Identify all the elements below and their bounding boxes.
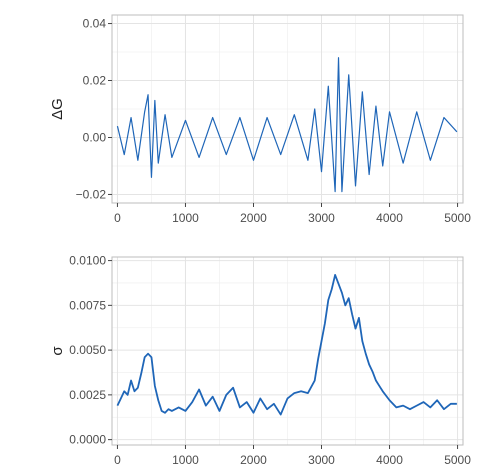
sigma-x-axis: 0 1000 2000 3000 4000 5000 bbox=[114, 445, 471, 467]
x-tick-label: 0 bbox=[114, 453, 121, 467]
y-tick-label: 0.02 bbox=[83, 74, 107, 88]
sigma-series-line bbox=[116, 274, 457, 416]
x-tick-label: 2000 bbox=[240, 453, 267, 467]
sigma-gridlines bbox=[112, 257, 463, 445]
sigma-panel: 0.0000 0.0025 0.0050 0.0075 0.0100 0 1000 2000… bbox=[49, 254, 471, 467]
delta-g-gridlines bbox=[112, 15, 463, 203]
y-tick-label: 0.0000 bbox=[69, 433, 106, 447]
y-tick-label: 0.0075 bbox=[69, 298, 106, 312]
x-tick-label: 1000 bbox=[172, 211, 199, 225]
x-tick-label: 4000 bbox=[376, 211, 403, 225]
x-tick-label: 4000 bbox=[376, 453, 403, 467]
y-tick-label: 0.0025 bbox=[69, 388, 106, 402]
sigma-plot-border bbox=[111, 256, 464, 446]
x-tick-label: 3000 bbox=[308, 211, 335, 225]
x-tick-label: 5000 bbox=[444, 211, 471, 225]
sigma-y-axis-label: σ bbox=[49, 346, 66, 356]
x-tick-label: 1000 bbox=[172, 453, 199, 467]
y-tick-label: 0.04 bbox=[83, 17, 107, 31]
delta-g-y-axis: −0.02 0.00 0.02 0.04 bbox=[76, 17, 112, 201]
sigma-y-axis: 0.0000 0.0025 0.0050 0.0075 0.0100 bbox=[69, 254, 112, 447]
y-tick-label: 0.00 bbox=[83, 130, 107, 144]
y-tick-label: 0.0050 bbox=[69, 343, 106, 357]
delta-g-x-axis: 0 1000 2000 3000 4000 5000 bbox=[114, 203, 471, 225]
x-tick-label: 2000 bbox=[240, 211, 267, 225]
delta-g-series-line bbox=[116, 57, 458, 193]
delta-g-plot-border bbox=[111, 14, 464, 204]
x-tick-label: 0 bbox=[114, 211, 121, 225]
x-tick-label: 5000 bbox=[444, 453, 471, 467]
x-tick-label: 3000 bbox=[308, 453, 335, 467]
y-tick-label: −0.02 bbox=[76, 187, 107, 201]
delta-g-y-axis-label: ΔG bbox=[49, 98, 66, 120]
delta-g-panel: −0.020.000.020.04 0 1000 2000 3000 4000 5000 … bbox=[49, 14, 471, 225]
y-tick-label: 0.0100 bbox=[69, 254, 106, 268]
